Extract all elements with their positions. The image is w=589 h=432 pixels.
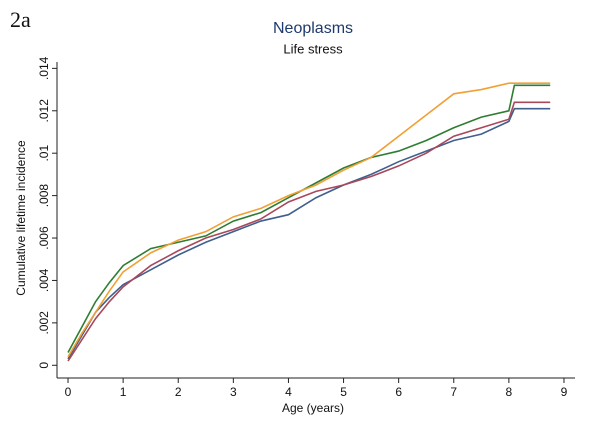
chart-subtitle: Life stress <box>283 41 343 56</box>
x-tick-label: 4 <box>285 385 292 399</box>
y-axis-label: Cumulative lifetime incidence <box>14 140 28 296</box>
series-line <box>67 107 551 360</box>
y-tick-label: .004 <box>37 268 51 292</box>
x-axis-label: Age (years) <box>282 401 344 415</box>
x-tick-label: 0 <box>65 385 72 399</box>
y-tick-label: .014 <box>37 56 51 80</box>
y-tick-label: .01 <box>37 145 51 162</box>
series-line <box>67 101 551 362</box>
x-tick-label: 8 <box>506 385 513 399</box>
series-line <box>67 82 551 358</box>
y-tick-label: .012 <box>37 99 51 123</box>
x-tick-label: 3 <box>230 385 237 399</box>
y-tick-label: .008 <box>37 184 51 208</box>
y-tick-label: .002 <box>37 311 51 335</box>
x-tick-label: 7 <box>450 385 457 399</box>
x-tick-label: 2 <box>175 385 182 399</box>
panel-label: 2a <box>10 7 31 32</box>
x-tick-label: 6 <box>395 385 402 399</box>
chart-title: Neoplasms <box>273 20 353 37</box>
series-line <box>67 84 551 353</box>
y-tick-label: 0 <box>37 362 51 369</box>
y-tick-label: .006 <box>37 226 51 250</box>
x-tick-label: 1 <box>120 385 127 399</box>
x-tick-label: 5 <box>340 385 347 399</box>
x-tick-label: 9 <box>561 385 568 399</box>
